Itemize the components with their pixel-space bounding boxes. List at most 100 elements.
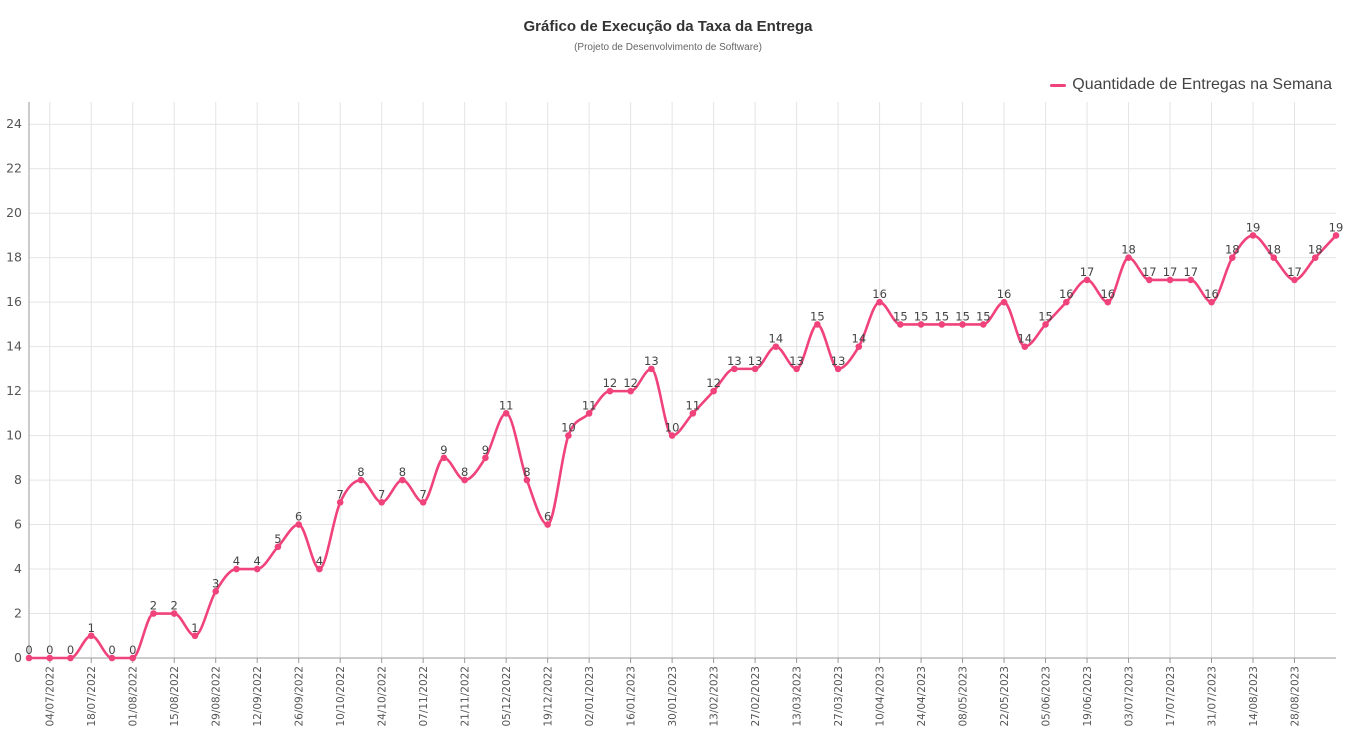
data-label: 13 — [789, 354, 804, 368]
data-point — [544, 521, 551, 528]
data-point — [274, 543, 282, 551]
data-label: 16 — [1100, 287, 1115, 301]
y-tick-label: 18 — [6, 250, 22, 265]
data-point — [814, 321, 821, 328]
data-label: 17 — [1287, 265, 1302, 279]
data-point — [253, 565, 261, 573]
x-tick-label: 16/01/2023 — [626, 666, 638, 727]
x-tick-label: 29/08/2022 — [211, 666, 223, 727]
data-label: 8 — [399, 465, 406, 479]
data-label: 12 — [603, 376, 618, 390]
data-point — [1270, 254, 1278, 261]
data-label: 9 — [440, 443, 447, 457]
x-tick-label: 17/07/2023 — [1165, 666, 1177, 727]
x-tick-label: 26/09/2022 — [294, 666, 306, 727]
x-tick-label: 22/05/2023 — [999, 666, 1011, 727]
x-tick-label: 19/12/2022 — [543, 666, 555, 727]
data-label: 10 — [665, 421, 680, 435]
data-label: 3 — [212, 576, 219, 590]
data-label: 2 — [150, 599, 157, 613]
data-label: 18 — [1266, 243, 1281, 257]
data-point — [1291, 276, 1298, 284]
data-label: 15 — [914, 309, 929, 323]
data-point — [461, 476, 468, 484]
data-point — [1228, 254, 1236, 261]
data-point — [565, 432, 572, 439]
data-point — [648, 365, 655, 373]
data-point — [233, 565, 240, 573]
data-label: 4 — [254, 554, 261, 568]
data-label: 15 — [976, 309, 991, 323]
y-tick-label: 24 — [6, 116, 22, 131]
data-label: 7 — [337, 487, 344, 501]
legend-swatch — [1050, 83, 1067, 87]
data-label: 16 — [872, 287, 887, 301]
data-label: 15 — [810, 309, 825, 323]
data-point — [316, 565, 323, 573]
x-tick-label: 05/12/2022 — [501, 666, 513, 727]
chart-title: Gráfico de Execução da Taxa da Entrega — [523, 18, 813, 35]
data-label: 6 — [544, 510, 551, 524]
data-label: 5 — [274, 532, 281, 546]
x-tick-label: 14/08/2023 — [1248, 666, 1260, 727]
data-point — [67, 654, 74, 662]
x-tick-label: 21/11/2022 — [460, 666, 472, 727]
data-label: 14 — [769, 332, 784, 346]
data-label: 16 — [1204, 287, 1219, 301]
data-point — [1021, 343, 1029, 350]
data-point — [751, 365, 759, 373]
data-point — [627, 387, 634, 395]
data-point — [834, 365, 842, 373]
y-tick-label: 8 — [14, 472, 22, 487]
data-point — [585, 410, 593, 417]
data-label: 17 — [1142, 265, 1157, 279]
data-point — [336, 499, 344, 506]
chart-legend[interactable]: Quantidade de Entregas na Semana — [1050, 76, 1332, 94]
y-tick-label: 16 — [6, 294, 22, 309]
x-tick-label: 18/07/2022 — [86, 666, 98, 727]
data-point — [440, 454, 448, 462]
data-label: 15 — [893, 309, 908, 323]
data-point — [108, 654, 116, 662]
data-label: 12 — [706, 376, 721, 390]
x-tick-label: 01/08/2022 — [128, 666, 140, 727]
data-point — [1187, 276, 1195, 284]
data-point — [731, 365, 738, 373]
y-tick-label: 20 — [6, 205, 22, 220]
x-tick-label: 19/06/2023 — [1082, 666, 1094, 727]
y-tick-label: 22 — [6, 161, 22, 176]
data-point — [399, 476, 406, 484]
data-point — [212, 587, 220, 595]
data-point — [1000, 298, 1008, 306]
data-label: 18 — [1225, 243, 1240, 257]
x-tick-label: 27/02/2023 — [750, 666, 762, 727]
data-label: 7 — [378, 487, 385, 501]
data-label: 1 — [88, 621, 95, 635]
data-label: 11 — [686, 398, 701, 412]
y-tick-label: 4 — [14, 561, 22, 576]
x-tick-label: 15/08/2022 — [169, 666, 181, 727]
data-label: 1 — [191, 621, 198, 635]
x-tick-label: 13/03/2023 — [792, 666, 804, 727]
data-point — [1125, 254, 1132, 261]
data-point — [523, 476, 531, 484]
data-label: 13 — [644, 354, 659, 368]
data-label: 18 — [1121, 243, 1136, 257]
data-label: 0 — [67, 643, 74, 657]
data-label: 19 — [1246, 220, 1261, 234]
x-tick-label: 31/07/2023 — [1207, 666, 1219, 727]
data-label: 12 — [623, 376, 638, 390]
y-tick-label: 6 — [14, 517, 22, 532]
data-label: 16 — [1059, 287, 1074, 301]
chart-subtitle: (Projeto de Desenvolvimento de Software) — [574, 42, 762, 53]
data-label: 19 — [1329, 220, 1344, 234]
data-label: 8 — [461, 465, 468, 479]
x-tick-label: 24/04/2023 — [916, 666, 928, 727]
data-label: 17 — [1163, 265, 1178, 279]
data-point — [129, 654, 137, 662]
data-label: 14 — [852, 332, 867, 346]
x-tick-label: 27/03/2023 — [833, 666, 845, 727]
data-point — [959, 321, 966, 328]
data-label: 8 — [357, 465, 364, 479]
